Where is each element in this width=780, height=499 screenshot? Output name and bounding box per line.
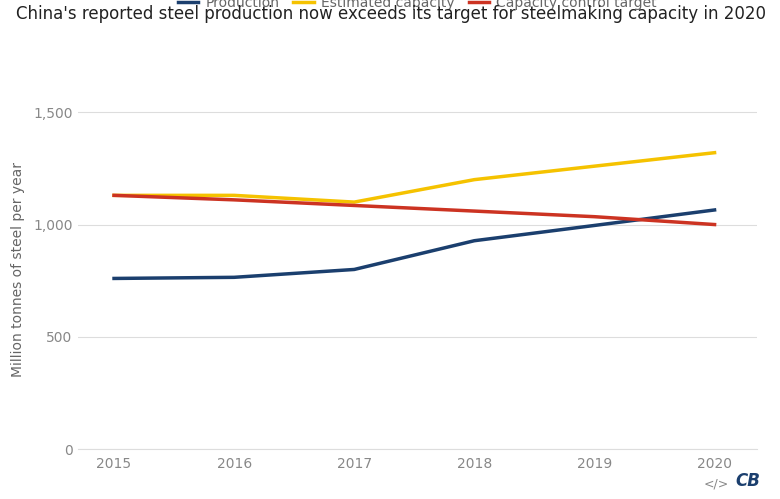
Y-axis label: Million tonnes of steel per year: Million tonnes of steel per year bbox=[11, 162, 25, 377]
Estimated capacity bbox=[349, 199, 359, 205]
Capacity control target bbox=[470, 208, 479, 214]
Capacity control target bbox=[109, 193, 119, 199]
Capacity control target bbox=[710, 222, 719, 228]
Legend: Production, Estimated capacity, Capacity control target: Production, Estimated capacity, Capacity… bbox=[178, 0, 657, 10]
Capacity control target bbox=[229, 197, 239, 203]
Text: CB: CB bbox=[736, 472, 760, 490]
Estimated capacity bbox=[590, 163, 599, 169]
Estimated capacity bbox=[109, 193, 119, 199]
Production bbox=[229, 274, 239, 280]
Estimated capacity bbox=[710, 150, 719, 156]
Estimated capacity bbox=[229, 193, 239, 199]
Production bbox=[349, 266, 359, 272]
Capacity control target bbox=[349, 203, 359, 209]
Text: China's reported steel production now exceeds its target for steelmaking capacit: China's reported steel production now ex… bbox=[16, 5, 766, 23]
Estimated capacity bbox=[470, 177, 479, 183]
Line: Capacity control target: Capacity control target bbox=[114, 196, 714, 225]
Production bbox=[590, 223, 599, 229]
Line: Production: Production bbox=[114, 210, 714, 278]
Line: Estimated capacity: Estimated capacity bbox=[114, 153, 714, 202]
Capacity control target bbox=[590, 214, 599, 220]
Text: </>: </> bbox=[704, 477, 729, 490]
Production bbox=[710, 207, 719, 213]
Production bbox=[470, 238, 479, 244]
Production bbox=[109, 275, 119, 281]
